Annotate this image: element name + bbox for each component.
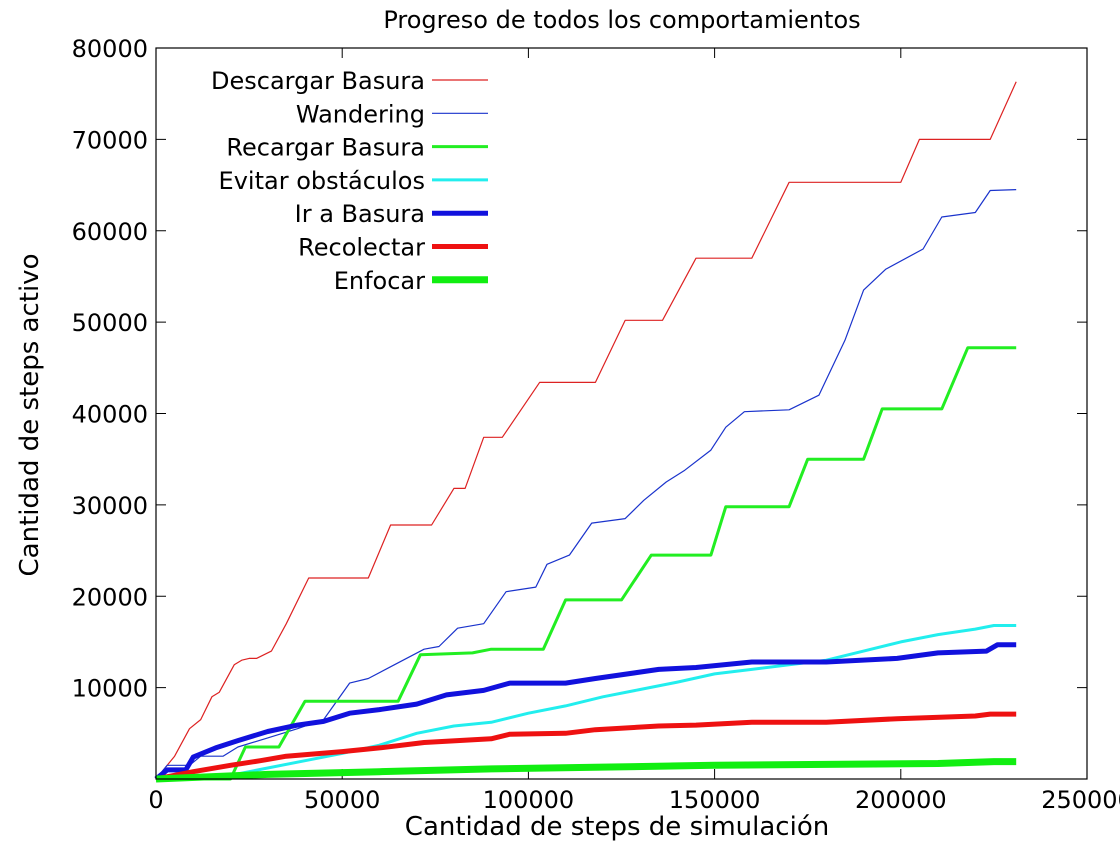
x-tick-label: 150000 xyxy=(669,786,761,814)
legend-label: Recolectar xyxy=(298,234,425,262)
x-axis-title: Cantidad de steps de simulación xyxy=(405,812,829,842)
legend-label: Enfocar xyxy=(334,267,425,295)
series-line-2 xyxy=(155,189,1017,780)
y-tick-label: 50000 xyxy=(72,309,148,337)
series-line-1 xyxy=(155,81,1017,780)
y-tick-label: 70000 xyxy=(72,126,148,154)
x-tick-label: 250000 xyxy=(1041,786,1120,814)
legend-label: Descargar Basura xyxy=(211,67,425,95)
y-tick-label: 40000 xyxy=(72,401,148,429)
legend-label: Recargar Basura xyxy=(226,134,425,162)
y-tick-label: 10000 xyxy=(72,675,148,703)
y-tick-label: 60000 xyxy=(72,218,148,246)
chart-title: Progreso de todos los comportamientos xyxy=(383,6,860,34)
y-tick-label: 80000 xyxy=(72,35,148,63)
series-line-7 xyxy=(155,758,1017,783)
legend: Descargar Basura Wandering Recargar Basura… xyxy=(211,67,488,295)
legend-label: Ir a Basura xyxy=(295,200,425,228)
legend-label: Wandering xyxy=(296,100,425,128)
legend-label: Evitar obstáculos xyxy=(219,167,425,195)
x-tick-label: 100000 xyxy=(483,786,575,814)
x-tick-label: 50000 xyxy=(304,786,380,814)
x-tick-label: 0 xyxy=(148,786,163,814)
series-line-6 xyxy=(155,711,1017,782)
series-line-5 xyxy=(154,642,1017,781)
axis-ticks: 0 50000 100000 150000 200000 250000 10000 20000… xyxy=(72,35,1120,814)
plot-frame xyxy=(155,47,1088,780)
plot-series xyxy=(154,81,1017,783)
y-tick-label: 30000 xyxy=(72,492,148,520)
x-tick-label: 200000 xyxy=(855,786,947,814)
series-line-3 xyxy=(156,346,1017,781)
y-axis-title: Cantidad de steps activo xyxy=(15,254,45,577)
y-tick-label: 20000 xyxy=(72,583,148,611)
